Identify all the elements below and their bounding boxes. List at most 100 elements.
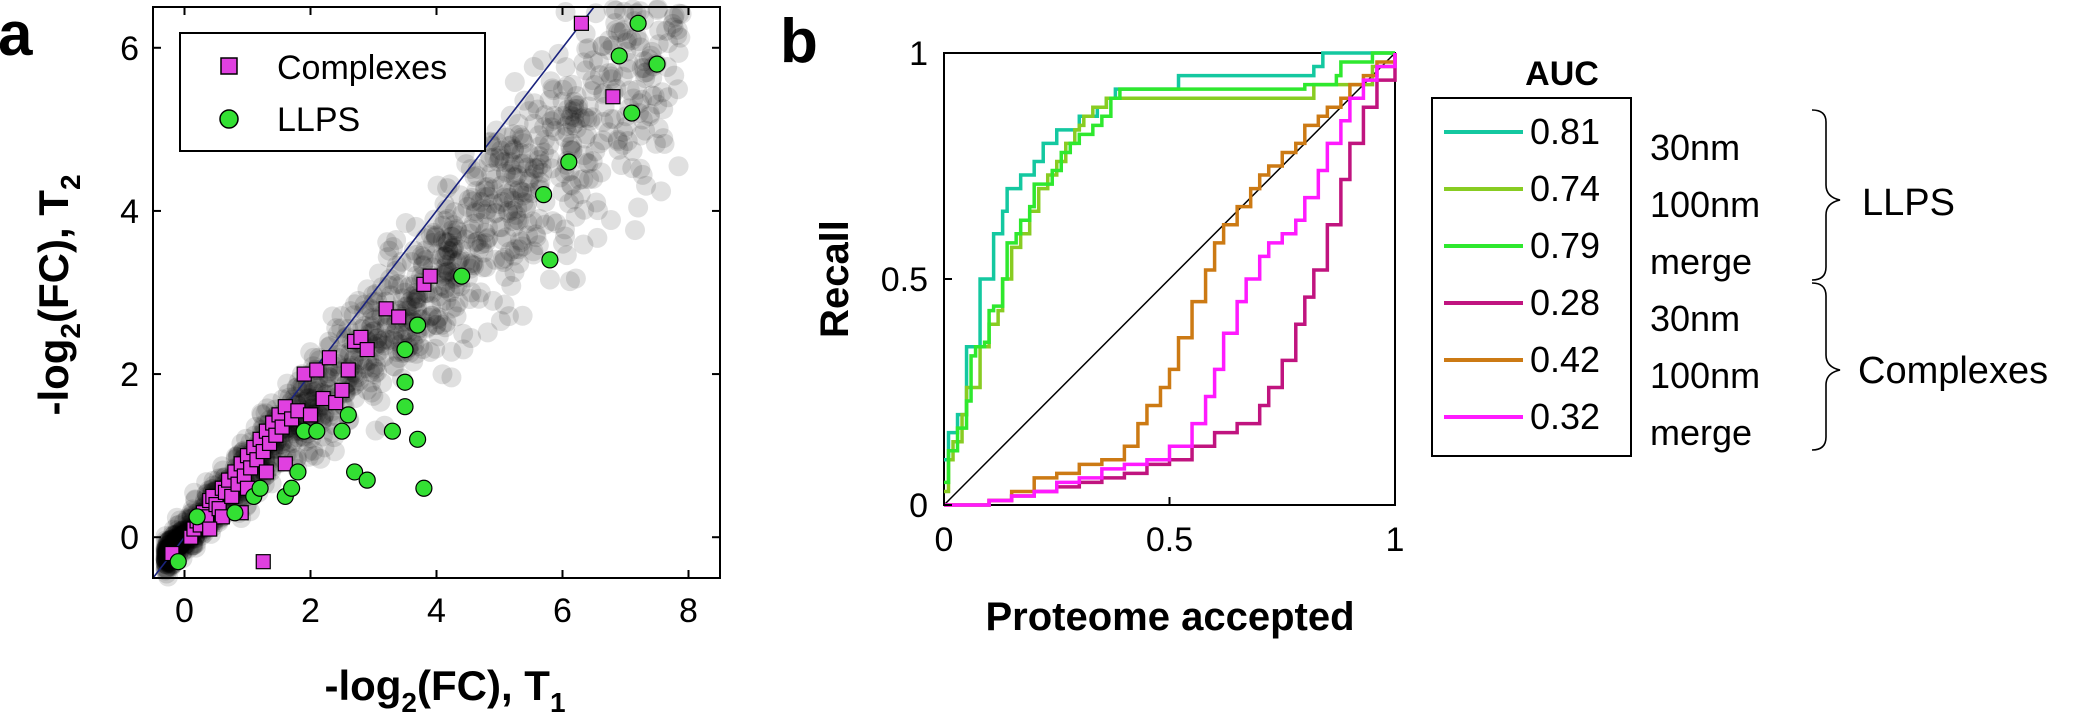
background-point: [365, 420, 386, 441]
background-point: [435, 278, 456, 299]
background-point: [507, 210, 528, 231]
background-point: [622, 0, 643, 20]
background-point: [627, 79, 648, 100]
background-point: [437, 232, 458, 253]
background-point: [372, 372, 393, 393]
background-point: [434, 262, 455, 283]
background-point: [647, 0, 668, 20]
background-point: [380, 285, 401, 306]
background-point: [437, 260, 458, 281]
background-point: [516, 198, 537, 219]
y-axis-label-main: -log: [30, 339, 77, 416]
background-point: [452, 204, 473, 225]
background-point: [420, 225, 441, 246]
background-point: [166, 529, 187, 550]
legend-series-name: merge: [1650, 412, 1752, 453]
background-point: [601, 66, 622, 87]
background-point: [431, 292, 452, 313]
background-point: [528, 235, 549, 256]
background-point: [163, 519, 184, 540]
complex-point: [296, 366, 312, 382]
background-point: [587, 200, 608, 221]
background-point: [482, 290, 503, 311]
background-point: [459, 288, 480, 309]
background-point: [507, 165, 528, 186]
background-point: [422, 232, 443, 253]
background-point: [434, 210, 455, 231]
background-point: [406, 292, 427, 313]
background-point: [478, 176, 499, 197]
background-point: [352, 354, 373, 375]
background-point: [512, 236, 533, 257]
background-point: [550, 167, 571, 188]
background-point: [432, 230, 453, 251]
background-point: [654, 133, 675, 154]
background-point: [578, 37, 599, 58]
legend-auc-value: 0.74: [1530, 168, 1600, 209]
background-point: [558, 193, 579, 214]
background-point: [513, 153, 534, 174]
background-point: [427, 175, 448, 196]
complex-point: [315, 390, 331, 407]
background-point: [446, 219, 467, 240]
y-tick-label-b: 1: [909, 35, 928, 73]
background-point: [493, 251, 514, 272]
llps-brace: [1811, 109, 1841, 281]
y-axis-label: -log2(FC), T2: [30, 174, 86, 415]
auc-legend-box: [1431, 97, 1632, 457]
background-point: [406, 244, 427, 265]
complex-point: [321, 350, 337, 366]
background-point: [477, 322, 498, 343]
background-point: [512, 185, 533, 206]
background-point: [475, 222, 496, 243]
background-point: [486, 132, 507, 153]
background-point: [162, 530, 183, 551]
background-point: [644, 86, 665, 107]
background-point: [502, 200, 523, 221]
background-point: [485, 203, 506, 224]
background-point: [167, 528, 188, 549]
background-point: [409, 336, 430, 357]
x-tick-label-b: 0: [935, 521, 954, 559]
background-point: [618, 59, 639, 80]
background-point: [589, 52, 610, 73]
background-point: [461, 327, 482, 348]
background-point: [167, 530, 188, 551]
background-point: [574, 107, 595, 128]
background-point: [561, 105, 582, 126]
llps-point: [415, 479, 433, 497]
background-point: [432, 215, 453, 236]
background-point: [372, 330, 393, 351]
background-point: [504, 72, 525, 93]
background-point: [464, 255, 485, 276]
background-point: [450, 239, 471, 260]
x-tick-label-b: 0.5: [1146, 521, 1193, 559]
background-point: [160, 529, 181, 550]
group-label-complexes: Complexes: [1858, 350, 2048, 392]
llps-point: [346, 463, 364, 481]
background-point: [456, 251, 477, 272]
background-point: [518, 225, 539, 246]
background-point: [563, 91, 584, 112]
background-point: [405, 288, 426, 309]
background-point: [372, 277, 393, 298]
background-point: [277, 373, 298, 394]
background-point: [314, 437, 335, 458]
background-point: [488, 151, 509, 172]
background-point: [155, 530, 176, 551]
background-point: [519, 101, 540, 122]
background-point: [319, 360, 340, 381]
background-point: [583, 168, 604, 189]
llps-point: [358, 471, 376, 489]
background-point: [486, 120, 507, 141]
background-point: [481, 135, 502, 156]
background-point: [491, 229, 512, 250]
llps-point: [396, 398, 414, 416]
background-point: [491, 217, 512, 238]
background-point: [442, 238, 463, 259]
complex-point: [277, 456, 293, 472]
background-point: [605, 0, 626, 21]
background-point: [613, 121, 634, 142]
background-point: [277, 383, 298, 404]
background-point: [586, 192, 607, 213]
